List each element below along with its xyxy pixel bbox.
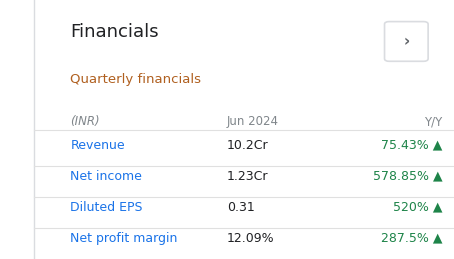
Text: 10.2Cr: 10.2Cr [227,139,269,152]
Text: 12.09%: 12.09% [227,232,275,245]
Text: Diluted EPS: Diluted EPS [70,201,143,214]
Text: 0.31: 0.31 [227,201,255,214]
Text: Net profit margin: Net profit margin [70,232,178,245]
FancyBboxPatch shape [385,21,428,61]
Text: 520% ▲: 520% ▲ [393,201,443,214]
Text: Jun 2024: Jun 2024 [227,115,279,128]
Text: 1.23Cr: 1.23Cr [227,170,268,183]
Text: Y/Y: Y/Y [424,115,443,128]
Text: 287.5% ▲: 287.5% ▲ [381,232,443,245]
Text: Financials: Financials [70,23,159,41]
Text: Net income: Net income [70,170,142,183]
Text: Quarterly financials: Quarterly financials [70,73,202,85]
Text: (INR): (INR) [70,115,100,128]
Text: ›: › [403,34,410,49]
Text: 578.85% ▲: 578.85% ▲ [373,170,443,183]
Text: Revenue: Revenue [70,139,125,152]
Text: 75.43% ▲: 75.43% ▲ [381,139,443,152]
